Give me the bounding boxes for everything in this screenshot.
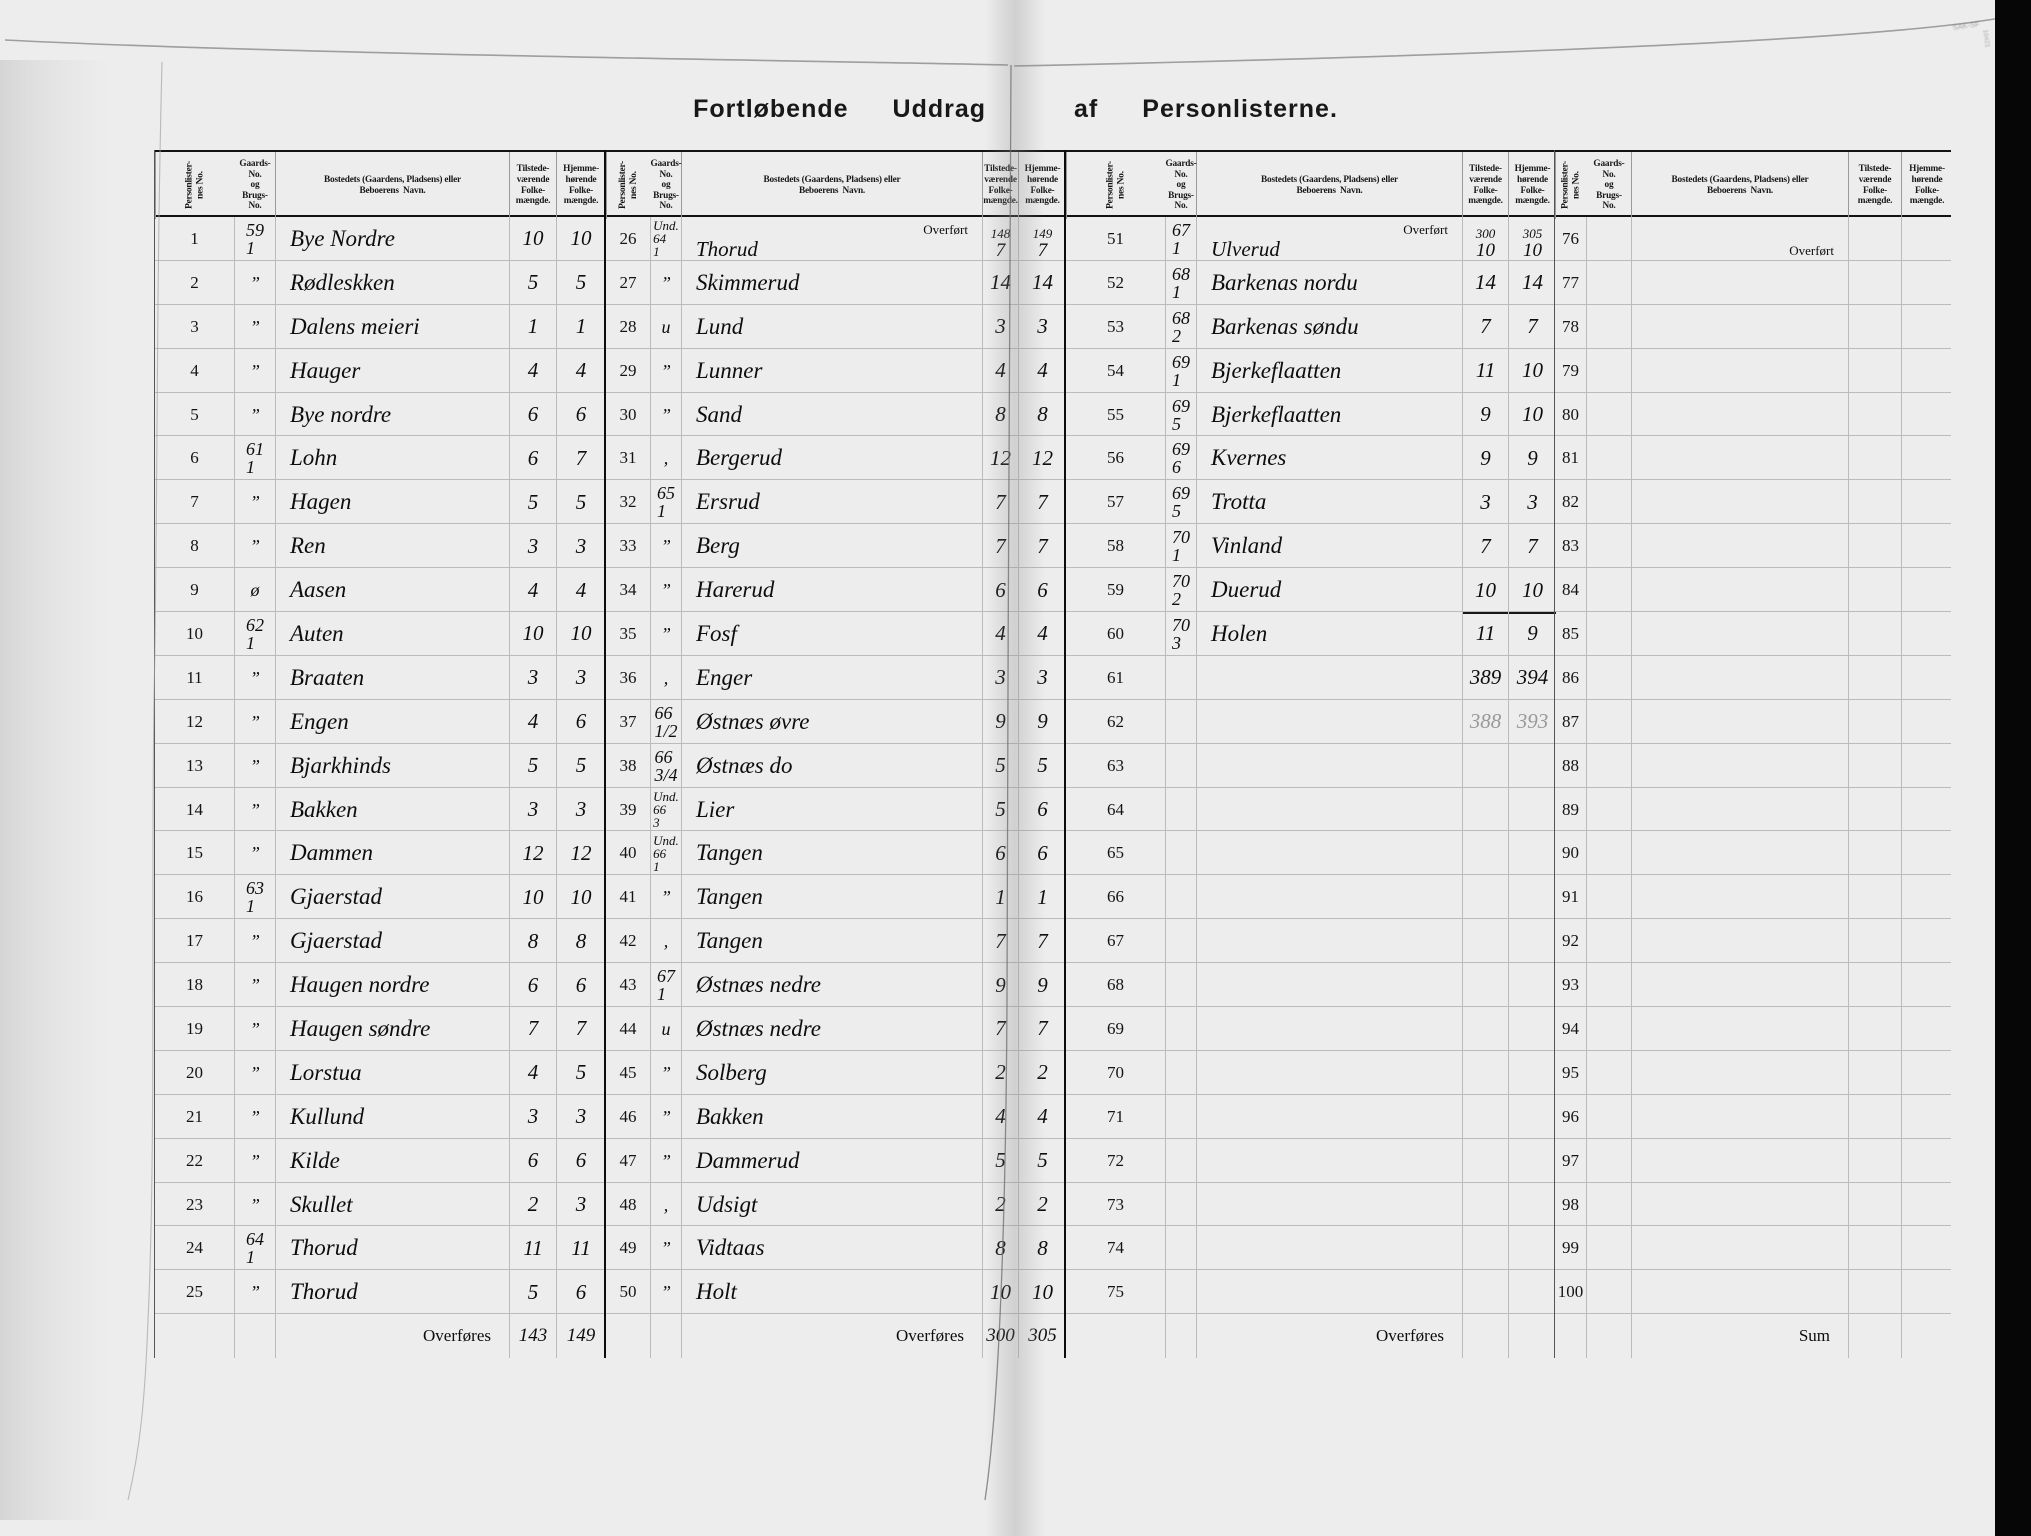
svg-text:SAK-SF: SAK-SF: [1952, 19, 1980, 32]
svg-text:10421: 10421: [1981, 29, 1991, 48]
